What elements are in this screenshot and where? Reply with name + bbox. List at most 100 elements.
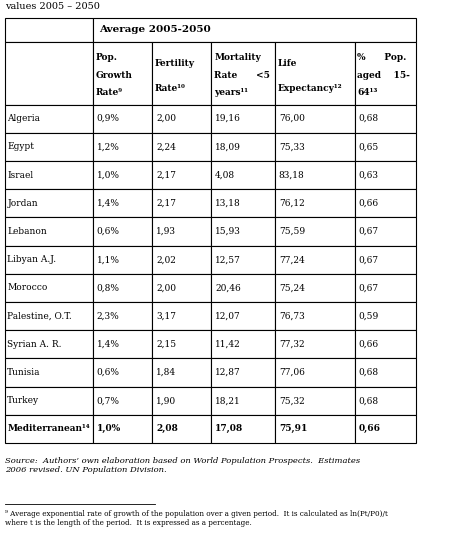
Bar [211, 302, 275, 330]
Bar [93, 189, 152, 218]
Bar [275, 133, 355, 161]
Bar [5, 415, 93, 443]
Text: 18,09: 18,09 [215, 143, 241, 151]
Bar [93, 133, 152, 161]
Bar [93, 218, 152, 245]
Text: 2,17: 2,17 [156, 199, 176, 208]
Text: 1,0%: 1,0% [97, 171, 120, 180]
Bar [355, 42, 416, 104]
Text: 0,65: 0,65 [358, 143, 379, 151]
Bar [275, 358, 355, 387]
Bar [275, 415, 355, 443]
Bar [5, 133, 93, 161]
Bar [211, 218, 275, 245]
Text: Palestine, O.T.: Palestine, O.T. [7, 312, 72, 320]
Text: 12,57: 12,57 [215, 255, 241, 264]
Bar [355, 218, 416, 245]
Bar [152, 245, 211, 274]
Text: values 2005 – 2050: values 2005 – 2050 [5, 2, 100, 11]
Text: 64¹³: 64¹³ [357, 89, 378, 97]
Text: 0,68: 0,68 [358, 396, 379, 405]
Text: 0,67: 0,67 [358, 283, 379, 293]
Text: 11,42: 11,42 [215, 340, 241, 349]
Text: Mediterranean¹⁴: Mediterranean¹⁴ [7, 424, 90, 434]
Bar [211, 104, 275, 133]
Text: 0,6%: 0,6% [97, 227, 120, 236]
Bar [275, 104, 355, 133]
Bar [152, 274, 211, 302]
Text: Israel: Israel [7, 171, 33, 180]
Text: 0,68: 0,68 [358, 114, 379, 123]
Bar [93, 245, 152, 274]
Text: 0,66: 0,66 [358, 424, 380, 434]
Bar [211, 387, 275, 415]
Text: 75,33: 75,33 [279, 143, 304, 151]
Bar [275, 189, 355, 218]
Text: 76,00: 76,00 [279, 114, 305, 123]
Bar [5, 42, 93, 104]
Text: 3,17: 3,17 [156, 312, 176, 320]
Text: 2,3%: 2,3% [97, 312, 119, 320]
Text: 2,00: 2,00 [156, 114, 176, 123]
Text: 83,18: 83,18 [279, 171, 304, 180]
Bar [152, 302, 211, 330]
Text: Syrian A. R.: Syrian A. R. [7, 340, 62, 349]
Bar [275, 42, 355, 104]
Bar [5, 104, 93, 133]
Bar [152, 415, 211, 443]
Text: 0,67: 0,67 [358, 227, 379, 236]
Text: 4,08: 4,08 [215, 171, 235, 180]
Text: 1,4%: 1,4% [97, 199, 120, 208]
Text: 2,02: 2,02 [156, 255, 176, 264]
Bar [211, 189, 275, 218]
Bar [93, 330, 152, 358]
Bar [211, 42, 275, 104]
Text: 2,08: 2,08 [156, 424, 178, 434]
Text: 76,12: 76,12 [279, 199, 304, 208]
Bar [275, 218, 355, 245]
Bar [93, 415, 152, 443]
Text: 75,91: 75,91 [279, 424, 307, 434]
Text: 2,15: 2,15 [156, 340, 176, 349]
Bar [211, 415, 275, 443]
Text: 0,9%: 0,9% [97, 114, 120, 123]
Bar [152, 218, 211, 245]
Text: 77,24: 77,24 [279, 255, 304, 264]
Bar [275, 245, 355, 274]
Text: Libyan A.J.: Libyan A.J. [7, 255, 56, 264]
Bar [5, 387, 93, 415]
Text: Expectancy¹²: Expectancy¹² [278, 84, 343, 93]
Text: Average 2005-2050: Average 2005-2050 [99, 26, 210, 34]
Text: Lebanon: Lebanon [7, 227, 47, 236]
Bar [355, 104, 416, 133]
Bar [93, 358, 152, 387]
Bar [5, 18, 93, 42]
Text: 18,21: 18,21 [215, 396, 241, 405]
Text: Growth: Growth [96, 71, 133, 79]
Bar [355, 161, 416, 189]
Bar [152, 161, 211, 189]
Text: 19,16: 19,16 [215, 114, 241, 123]
Text: ⁹ Average exponential rate of growth of the population over a given period.  It : ⁹ Average exponential rate of growth of … [5, 510, 387, 527]
Text: 0,66: 0,66 [358, 340, 379, 349]
Bar [355, 330, 416, 358]
Text: years¹¹: years¹¹ [214, 89, 248, 97]
Bar [211, 161, 275, 189]
Bar [93, 104, 152, 133]
Bar [93, 42, 152, 104]
Text: 1,1%: 1,1% [97, 255, 120, 264]
Text: 0,6%: 0,6% [97, 368, 120, 377]
Text: 0,59: 0,59 [358, 312, 379, 320]
Bar [152, 133, 211, 161]
Text: 75,24: 75,24 [279, 283, 305, 293]
Text: Algeria: Algeria [7, 114, 40, 123]
Text: Rate      <5: Rate <5 [214, 71, 270, 79]
Text: 13,18: 13,18 [215, 199, 241, 208]
Text: aged    15-: aged 15- [357, 71, 410, 79]
Bar [355, 189, 416, 218]
Text: Egypt: Egypt [7, 143, 34, 151]
Bar [355, 245, 416, 274]
Bar [152, 104, 211, 133]
Bar [5, 302, 93, 330]
Text: Rate⁹: Rate⁹ [96, 89, 123, 97]
